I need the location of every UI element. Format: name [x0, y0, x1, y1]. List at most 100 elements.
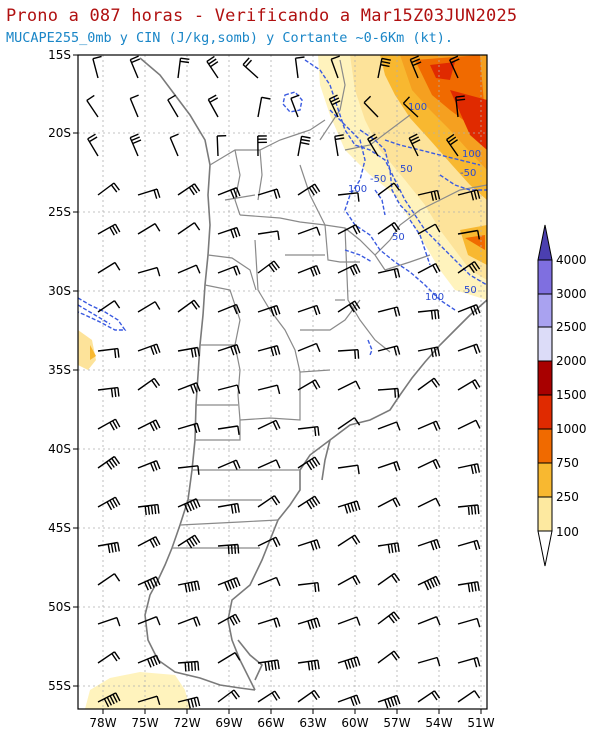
wind-barb	[257, 576, 281, 587]
lon-label: 63W	[299, 716, 326, 730]
wind-barb	[217, 543, 240, 555]
wind-barb	[257, 690, 281, 703]
wind-barb	[297, 264, 321, 277]
wind-barb	[177, 422, 201, 434]
wind-barb	[457, 343, 481, 354]
wind-barb	[297, 539, 321, 551]
colorbar	[537, 224, 553, 567]
wind-barb	[337, 534, 361, 547]
colorbar-swatch	[537, 394, 553, 430]
wind-barb	[449, 55, 460, 79]
wind-barb	[217, 265, 241, 276]
wind-barb	[169, 133, 179, 157]
coastlines	[139, 57, 487, 691]
wind-barb	[97, 616, 121, 627]
wind-barb	[297, 456, 321, 471]
wind-barb	[377, 497, 401, 508]
wind-barb	[97, 182, 120, 196]
wind-barb	[377, 182, 400, 196]
lat-label: 55S	[48, 679, 71, 693]
wind-barb	[297, 495, 321, 510]
wind-barb	[137, 616, 161, 626]
wind-barb	[97, 347, 120, 359]
colorbar-label: 4000	[556, 253, 587, 267]
lon-label: 57W	[383, 716, 410, 730]
wind-barb	[297, 135, 311, 157]
wind-barb	[257, 617, 281, 628]
wind-barb	[337, 300, 361, 313]
wind-barb	[97, 261, 121, 274]
wind-barb	[377, 267, 401, 279]
wind-barb	[97, 692, 121, 708]
wind-barb	[337, 616, 361, 626]
wind-barbs	[86, 55, 481, 709]
wind-barb	[129, 55, 141, 79]
wind-barb	[417, 189, 441, 201]
wind-barb	[257, 419, 281, 431]
wind-barb	[297, 582, 320, 593]
lat-label: 50S	[48, 600, 71, 614]
wind-barb	[257, 135, 267, 157]
wind-barb	[337, 464, 360, 475]
wind-barb	[337, 349, 360, 359]
colorbar-label: 1000	[556, 422, 587, 436]
lon-label: 72W	[173, 716, 200, 730]
wind-barb	[177, 382, 201, 394]
lon-label: 75W	[131, 716, 158, 730]
wind-barb	[216, 135, 227, 157]
wind-barb	[177, 498, 201, 513]
wind-barb	[377, 306, 401, 317]
wind-barb	[257, 188, 281, 199]
wind-barb	[290, 94, 300, 118]
wind-barb	[377, 572, 401, 586]
colorbar-bottom-arrow	[537, 530, 553, 567]
wind-barb	[167, 94, 179, 118]
wind-barb	[257, 304, 281, 317]
wind-barb	[417, 656, 441, 667]
wind-barb	[257, 536, 281, 548]
wind-barb	[457, 690, 481, 703]
wind-barb	[457, 229, 480, 240]
wind-barb	[457, 419, 481, 430]
wind-barb	[177, 580, 201, 593]
wind-barb	[457, 304, 481, 316]
wind-barb	[337, 263, 361, 276]
wind-barb	[417, 309, 440, 320]
wind-barb	[297, 226, 321, 236]
colorbar-label: 3000	[556, 287, 587, 301]
colorbar-label: 1500	[556, 388, 587, 402]
wind-barb	[297, 342, 321, 353]
wind-barb	[377, 345, 401, 356]
wind-barb	[217, 425, 240, 436]
colorbar-label: 2500	[556, 320, 587, 334]
wind-barb	[297, 183, 321, 196]
colorbar-swatch	[537, 259, 553, 295]
contour-label: 50	[400, 164, 413, 175]
wind-barb	[92, 55, 102, 79]
wind-barb	[337, 380, 361, 391]
lat-label: 15S	[48, 48, 71, 62]
wind-barb	[417, 346, 441, 358]
lat-label: 25S	[48, 205, 71, 219]
wind-barb	[217, 384, 241, 394]
wind-barb	[137, 223, 161, 235]
wind-barb	[337, 694, 361, 707]
wind-barb	[257, 230, 280, 241]
wind-barb	[217, 613, 241, 626]
lon-labels: 78W 75W 72W 69W 66W 63W 60W 57W 54W 51W	[89, 716, 494, 730]
wind-barb	[257, 659, 280, 672]
wind-barb	[328, 94, 341, 118]
wind-barb	[377, 542, 400, 554]
lat-label: 35S	[48, 363, 71, 377]
wind-barb	[457, 379, 481, 391]
lat-labels: 15S 20S 25S 30S 35S 40S 45S 50S 55S	[48, 48, 71, 693]
wind-barb	[377, 694, 401, 709]
wind-barb	[417, 616, 441, 626]
wind-barb	[217, 187, 241, 199]
map-subtitle: MUCAPE255_0mb y CIN (J/kg,somb) y Cortan…	[6, 30, 454, 46]
contour-labels: 100 50 -50 100 -50 100 50 100 50	[348, 102, 481, 303]
wind-barb	[457, 617, 481, 628]
contour-label: 100	[408, 102, 427, 113]
colorbar-swatch	[537, 293, 553, 328]
